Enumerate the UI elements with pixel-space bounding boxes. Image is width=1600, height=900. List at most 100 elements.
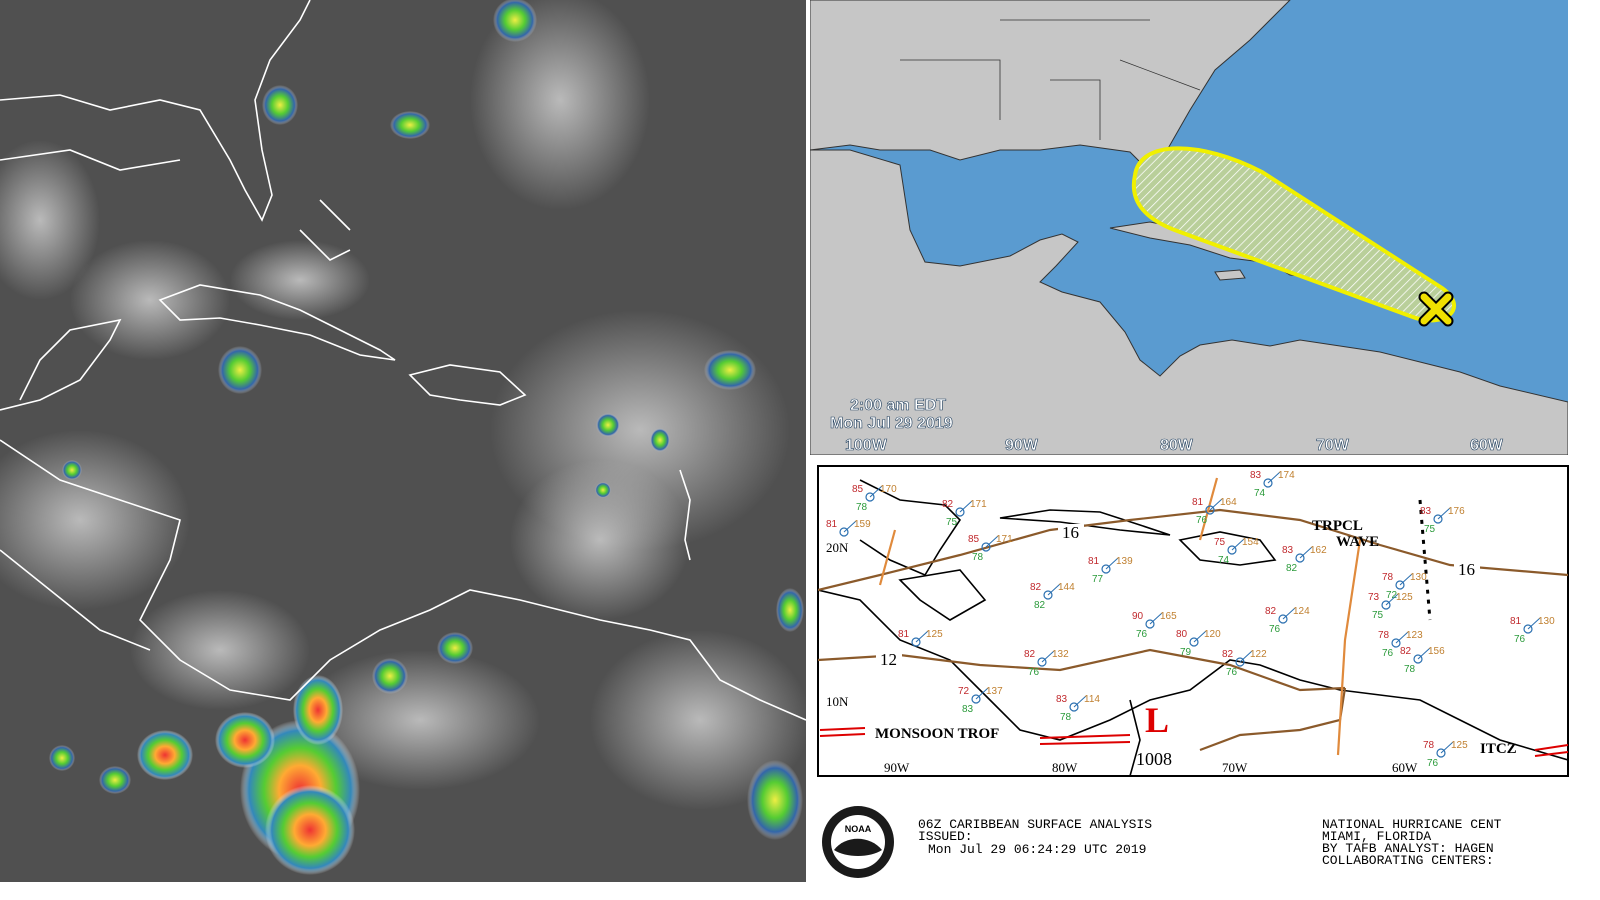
footer: NOAA 06Z CARIBBEAN SURFACE ANALYSIS ISSU…	[822, 806, 1502, 878]
surface-analysis: 85 170 78 81 159 82 171 75 85 171 78 82 144 82 81 139 77…	[818, 470, 1568, 776]
station-pressure: 171	[996, 534, 1013, 545]
station-dewpoint: 75	[946, 517, 958, 528]
station-temperature: 90	[1132, 611, 1144, 622]
station-pressure: 120	[1204, 629, 1221, 640]
longitude-label: 100W	[845, 437, 888, 454]
wind-barb	[1193, 630, 1207, 643]
station-temperature: 81	[1510, 616, 1522, 627]
station-pressure: 139	[1116, 556, 1133, 567]
latitude-label: 20N	[826, 540, 849, 555]
longitude-label: 70W	[1222, 760, 1248, 775]
center-name: NATIONAL HURRICANE CENT	[1322, 817, 1502, 832]
station-dewpoint: 78	[856, 502, 868, 513]
outlook-area	[1131, 146, 1456, 323]
station-dewpoint: 76	[1382, 648, 1394, 659]
analysis-frame	[817, 465, 1569, 777]
wind-barb	[1105, 557, 1119, 570]
station-marker	[1145, 619, 1155, 629]
station-marker	[955, 507, 965, 517]
station-marker	[1043, 590, 1053, 600]
station-dewpoint: 76	[1028, 667, 1040, 678]
station-dewpoint: 74	[1218, 555, 1230, 566]
station-marker	[981, 542, 991, 552]
longitude-label: 90W	[884, 760, 910, 775]
logo-text: NOAA	[845, 824, 872, 834]
itcz-label: ITCZ	[1480, 741, 1517, 757]
wind-barb	[1149, 612, 1163, 625]
wind-barb	[1209, 498, 1223, 511]
station-pressure: 171	[970, 499, 987, 510]
station-pressure: 130	[1410, 572, 1427, 583]
station-dewpoint: 82	[1034, 600, 1046, 611]
wind-barb	[1395, 631, 1409, 644]
isobar-label: 16	[1458, 560, 1475, 579]
station-dewpoint: 79	[1180, 647, 1192, 658]
station-temperature: 81	[1192, 497, 1204, 508]
wind-barb	[1437, 507, 1451, 520]
station-marker	[1101, 564, 1111, 574]
footer-title: 06Z CARIBBEAN SURFACE ANALYSIS	[918, 817, 1152, 832]
wind-barb	[959, 500, 973, 513]
station-pressure: 124	[1293, 606, 1310, 617]
station-temperature: 82	[1222, 649, 1234, 660]
station-pressure: 170	[880, 484, 897, 495]
wind-barb	[1385, 593, 1399, 606]
station-temperature: 81	[1088, 556, 1100, 567]
station-pressure: 125	[1396, 592, 1413, 603]
station-pressure: 164	[1220, 497, 1237, 508]
station-pressure: 165	[1160, 611, 1177, 622]
low-pressure-value: 1008	[1136, 749, 1172, 769]
station-temperature: 73	[1368, 592, 1380, 603]
station-marker	[1395, 580, 1405, 590]
station-marker	[1227, 545, 1237, 555]
tropical-wave-label: TRPCL	[1312, 518, 1363, 534]
station-pressure: 174	[1278, 470, 1295, 481]
station-dewpoint: 76	[1427, 758, 1439, 769]
station-marker	[971, 694, 981, 704]
wind-barb	[1267, 471, 1281, 484]
label-bg	[1058, 524, 1084, 542]
wind-barb	[1047, 583, 1061, 596]
station-pressure: 114	[1084, 694, 1100, 705]
station-temperature: 82	[1030, 582, 1042, 593]
station-temperature: 83	[1056, 694, 1068, 705]
station-dewpoint: 78	[1404, 664, 1416, 675]
station-temperature: 85	[968, 534, 980, 545]
label-bg	[1454, 561, 1480, 579]
isobar-label: 16	[1062, 523, 1079, 542]
wind-barb	[1417, 647, 1431, 660]
station-dewpoint: 72	[1386, 590, 1398, 601]
center-location: MIAMI, FLORIDA	[1322, 829, 1431, 844]
issued-label: ISSUED:	[918, 829, 973, 844]
station-dewpoint: 76	[1136, 629, 1148, 640]
station-marker	[1413, 654, 1423, 664]
station-marker	[1436, 748, 1446, 758]
station-pressure: 176	[1448, 506, 1465, 517]
station-temperature: 82	[942, 499, 954, 510]
station-marker	[1433, 514, 1443, 524]
station-pressure: 125	[1451, 740, 1468, 751]
station-marker	[1205, 505, 1215, 515]
wind-barb	[975, 687, 989, 700]
station-pressure: 132	[1052, 649, 1069, 660]
isobar-label: 12	[880, 650, 897, 669]
wind-barb	[1282, 607, 1296, 620]
station-marker	[1235, 657, 1245, 667]
station-temperature: 72	[958, 686, 970, 697]
station-marker	[1523, 624, 1533, 634]
latitude-label: 10N	[826, 694, 849, 709]
station-marker	[911, 637, 921, 647]
tropical-wave-label: WAVE	[1336, 534, 1379, 550]
station-dewpoint: 76	[1226, 667, 1238, 678]
issued-time: Mon Jul 29 06:24:29 UTC 2019	[928, 842, 1146, 857]
station-marker	[1069, 702, 1079, 712]
station-dewpoint: 78	[1060, 712, 1072, 723]
longitude-label: 60W	[1392, 760, 1418, 775]
station-pressure: 156	[1428, 646, 1445, 657]
wind-barb	[1299, 546, 1313, 559]
longitude-label: 90W	[1005, 437, 1039, 454]
station-temperature: 78	[1378, 630, 1390, 641]
station-dewpoint: 75	[1424, 524, 1436, 535]
